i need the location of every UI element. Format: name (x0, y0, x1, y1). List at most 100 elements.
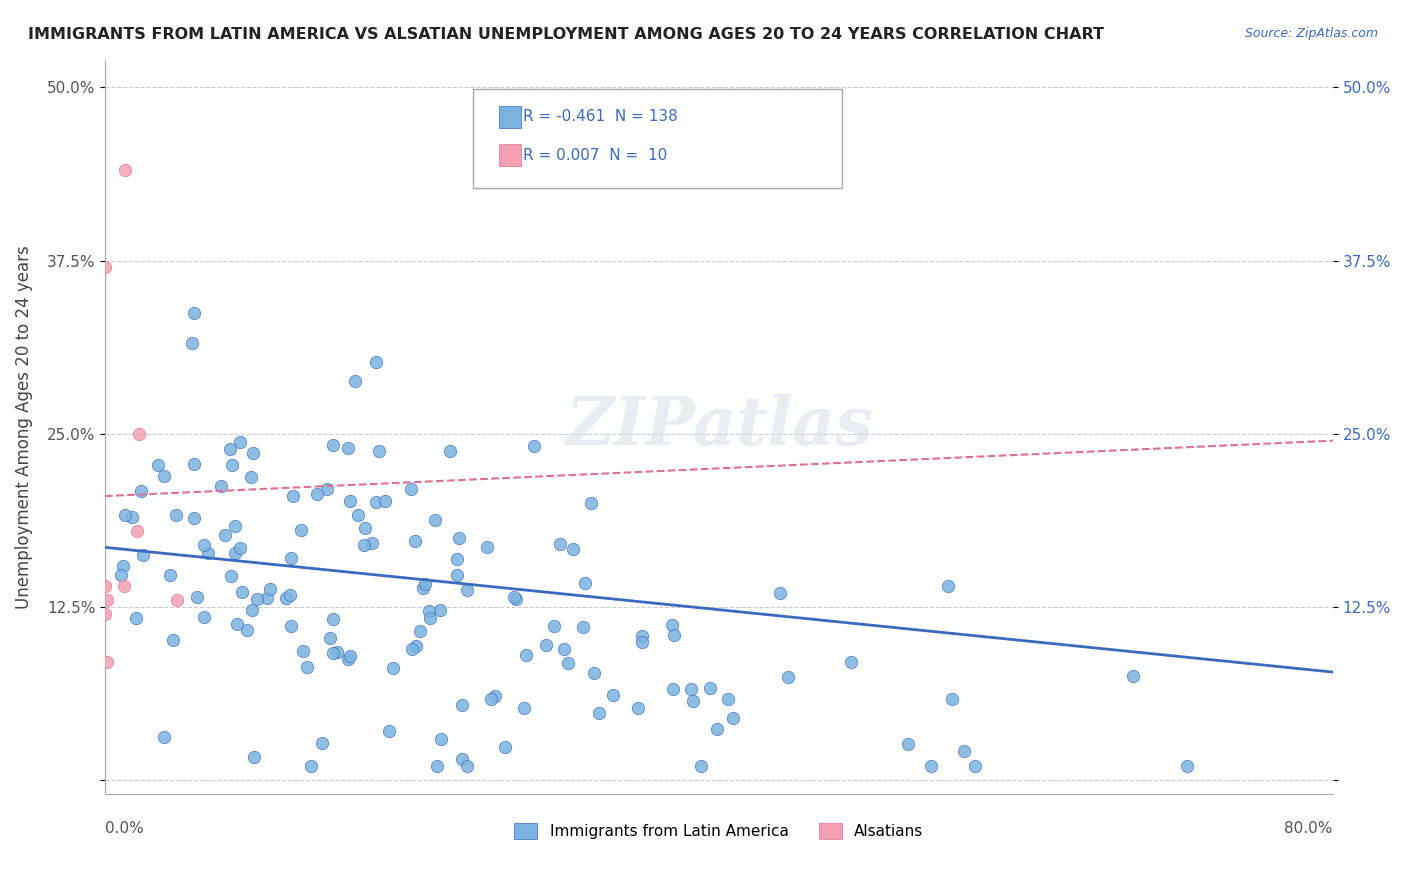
Immigrants from Latin America (378, 723, 401, 738)
FancyBboxPatch shape (474, 89, 842, 188)
Immigrants from Latin America (153, 468, 176, 483)
Immigrants from Latin America (503, 590, 526, 604)
Immigrants from Latin America (1175, 759, 1198, 773)
Immigrants from Latin America (534, 638, 557, 652)
Immigrants from Latin America (339, 493, 361, 508)
Immigrants from Latin America (475, 540, 498, 554)
Immigrants from Latin America (121, 510, 143, 524)
Immigrants from Latin America (311, 736, 333, 750)
Immigrants from Latin America (936, 579, 959, 593)
Immigrants from Latin America (574, 576, 596, 591)
Immigrants from Latin America (291, 644, 314, 658)
Alsatians (96, 593, 118, 607)
Immigrants from Latin America (423, 513, 446, 527)
Immigrants from Latin America (240, 603, 263, 617)
Immigrants from Latin America (337, 652, 360, 666)
Immigrants from Latin America (399, 482, 422, 496)
Immigrants from Latin America (413, 577, 436, 591)
Immigrants from Latin America (897, 737, 920, 751)
Immigrants from Latin America (186, 591, 208, 605)
Immigrants from Latin America (717, 691, 740, 706)
Immigrants from Latin America (682, 694, 704, 708)
Immigrants from Latin America (364, 355, 387, 369)
Immigrants from Latin America (446, 568, 468, 582)
Immigrants from Latin America (920, 759, 942, 773)
Immigrants from Latin America (229, 541, 252, 555)
Immigrants from Latin America (299, 759, 322, 773)
Immigrants from Latin America (484, 689, 506, 703)
Immigrants from Latin America (450, 698, 472, 712)
Immigrants from Latin America (337, 441, 360, 455)
Immigrants from Latin America (256, 591, 278, 605)
Immigrants from Latin America (523, 439, 546, 453)
Immigrants from Latin America (162, 632, 184, 647)
Immigrants from Latin America (125, 610, 148, 624)
Immigrants from Latin America (322, 438, 344, 452)
Immigrants from Latin America (778, 670, 800, 684)
Alsatians (94, 260, 117, 275)
Immigrants from Latin America (579, 496, 602, 510)
Immigrants from Latin America (494, 739, 516, 754)
Immigrants from Latin America (699, 681, 721, 696)
Immigrants from Latin America (319, 632, 342, 646)
Immigrants from Latin America (505, 592, 527, 607)
Text: R = -0.461  N = 138: R = -0.461 N = 138 (523, 110, 678, 124)
Immigrants from Latin America (165, 508, 187, 523)
Immigrants from Latin America (627, 701, 650, 715)
Immigrants from Latin America (364, 495, 387, 509)
Immigrants from Latin America (426, 759, 449, 773)
Immigrants from Latin America (553, 642, 575, 657)
Immigrants from Latin America (259, 582, 281, 596)
Immigrants from Latin America (159, 568, 181, 582)
Immigrants from Latin America (361, 536, 384, 550)
Immigrants from Latin America (297, 660, 319, 674)
Immigrants from Latin America (343, 374, 366, 388)
Immigrants from Latin America (456, 583, 478, 598)
Immigrants from Latin America (723, 711, 745, 725)
Immigrants from Latin America (418, 604, 440, 618)
Immigrants from Latin America (412, 581, 434, 595)
Immigrants from Latin America (276, 591, 298, 605)
Immigrants from Latin America (965, 759, 987, 773)
Immigrants from Latin America (152, 730, 174, 744)
Immigrants from Latin America (449, 531, 471, 545)
Immigrants from Latin America (513, 701, 536, 715)
Immigrants from Latin America (131, 484, 153, 499)
Immigrants from Latin America (481, 692, 503, 706)
Immigrants from Latin America (841, 655, 863, 669)
Immigrants from Latin America (450, 752, 472, 766)
Immigrants from Latin America (290, 524, 312, 538)
Immigrants from Latin America (405, 639, 427, 653)
Immigrants from Latin America (278, 588, 301, 602)
Immigrants from Latin America (183, 457, 205, 471)
Immigrants from Latin America (557, 656, 579, 670)
Immigrants from Latin America (439, 444, 461, 458)
Immigrants from Latin America (239, 470, 262, 484)
Immigrants from Latin America (419, 611, 441, 625)
Immigrants from Latin America (322, 612, 344, 626)
Immigrants from Latin America (662, 628, 685, 642)
Text: 80.0%: 80.0% (1285, 821, 1333, 836)
Immigrants from Latin America (562, 541, 585, 556)
Immigrants from Latin America (631, 629, 654, 643)
Immigrants from Latin America (305, 487, 328, 501)
Immigrants from Latin America (661, 681, 683, 696)
Immigrants from Latin America (221, 569, 243, 583)
Immigrants from Latin America (280, 550, 302, 565)
Immigrants from Latin America (769, 586, 792, 600)
Immigrants from Latin America (326, 644, 349, 658)
Immigrants from Latin America (661, 617, 683, 632)
Text: IMMIGRANTS FROM LATIN AMERICA VS ALSATIAN UNEMPLOYMENT AMONG AGES 20 TO 24 YEARS: IMMIGRANTS FROM LATIN AMERICA VS ALSATIA… (28, 27, 1104, 42)
Legend: Immigrants from Latin America, Alsatians: Immigrants from Latin America, Alsatians (509, 817, 929, 845)
Immigrants from Latin America (131, 548, 153, 562)
Immigrants from Latin America (382, 661, 405, 675)
Immigrants from Latin America (226, 616, 249, 631)
Alsatians (94, 579, 117, 593)
Immigrants from Latin America (374, 494, 396, 508)
Immigrants from Latin America (681, 681, 703, 696)
Alsatians (112, 579, 135, 593)
Text: 0.0%: 0.0% (105, 821, 143, 836)
Immigrants from Latin America (280, 619, 302, 633)
Immigrants from Latin America (602, 688, 624, 702)
Immigrants from Latin America (953, 743, 976, 757)
